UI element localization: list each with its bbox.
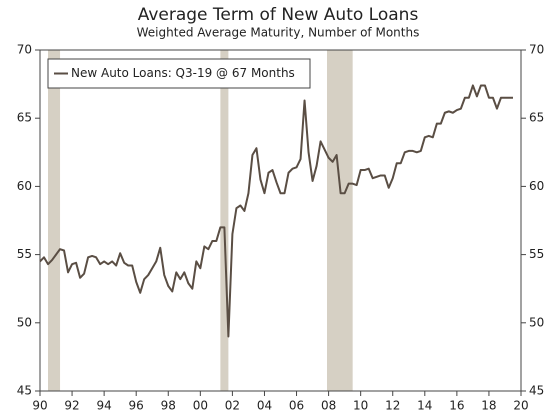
recession-band xyxy=(220,50,229,391)
recession-band xyxy=(326,50,353,391)
recession-band xyxy=(48,50,61,391)
y-tick-label: 60 xyxy=(17,179,32,193)
y2-tick-label: 45 xyxy=(529,384,544,398)
x-tick-label: 08 xyxy=(321,399,336,413)
legend-label: New Auto Loans: Q3-19 @ 67 Months xyxy=(71,66,295,80)
x-tick-label: 90 xyxy=(32,399,47,413)
x-tick-label: 94 xyxy=(96,399,111,413)
x-tick-label: 20 xyxy=(513,399,528,413)
x-tick-label: 18 xyxy=(481,399,496,413)
chart-title: Average Term of New Auto Loans xyxy=(138,5,419,25)
x-tick-label: 14 xyxy=(417,399,432,413)
y2-tick-label: 50 xyxy=(529,315,544,329)
y-tick-label: 45 xyxy=(17,384,32,398)
y-tick-label: 70 xyxy=(17,43,32,57)
y2-tick-label: 55 xyxy=(529,247,544,261)
plot-frame xyxy=(39,49,522,392)
legend-box xyxy=(47,58,311,89)
x-tick-label: 16 xyxy=(449,399,464,413)
line-series xyxy=(39,84,513,338)
x-tick-label: 02 xyxy=(225,399,240,413)
x-tick-label: 00 xyxy=(193,399,208,413)
x-tick-label: 04 xyxy=(257,399,272,413)
y2-tick-label: 65 xyxy=(529,111,544,125)
x-tick-label: 06 xyxy=(289,399,304,413)
y-tick-label: 65 xyxy=(17,111,32,125)
x-tick-label: 98 xyxy=(161,399,176,413)
chart-subtitle: Weighted Average Maturity, Number of Mon… xyxy=(137,26,420,40)
x-tick-label: 92 xyxy=(64,399,79,413)
y-tick-label: 55 xyxy=(17,247,32,261)
y2-tick-label: 70 xyxy=(529,43,544,57)
x-tick-label: 10 xyxy=(353,399,368,413)
y2-tick-label: 60 xyxy=(529,179,544,193)
x-tick-label: 12 xyxy=(385,399,400,413)
y-tick-label: 50 xyxy=(17,315,32,329)
x-tick-label: 96 xyxy=(129,399,144,413)
